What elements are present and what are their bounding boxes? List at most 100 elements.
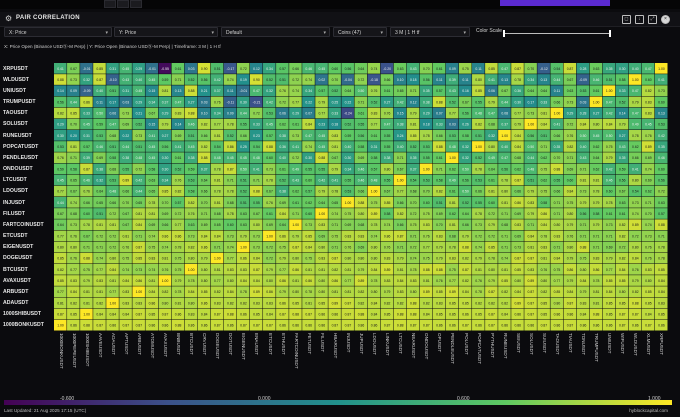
heatmap-cell[interactable] xyxy=(184,241,198,253)
heatmap-cell[interactable] xyxy=(550,74,563,85)
heatmap-cell[interactable] xyxy=(67,174,80,186)
heatmap-cell[interactable] xyxy=(458,230,472,242)
heatmap-cell[interactable] xyxy=(171,152,185,163)
heatmap-cell[interactable] xyxy=(537,96,550,108)
heatmap-cell[interactable] xyxy=(367,74,381,85)
heatmap-cell[interactable] xyxy=(380,96,394,108)
heatmap-cell[interactable] xyxy=(302,297,315,309)
heatmap-cell[interactable] xyxy=(171,297,185,309)
heatmap-cell[interactable] xyxy=(550,286,563,297)
heatmap-cell[interactable] xyxy=(158,252,172,264)
heatmap-cell[interactable] xyxy=(537,197,550,208)
heatmap-cell[interactable] xyxy=(93,275,106,286)
heatmap-cell[interactable] xyxy=(354,85,368,96)
heatmap-cell[interactable] xyxy=(537,208,550,219)
screenshot-icon[interactable]: ◻ xyxy=(622,15,631,24)
heatmap-cell[interactable] xyxy=(511,241,524,253)
heatmap-cell[interactable] xyxy=(93,319,106,331)
heatmap-cell[interactable] xyxy=(406,264,420,275)
heatmap-cell[interactable] xyxy=(145,85,159,96)
heatmap-cell[interactable] xyxy=(289,107,302,119)
slider-handle-min[interactable] xyxy=(503,30,505,37)
heatmap-cell[interactable] xyxy=(524,74,537,85)
heatmap-cell[interactable] xyxy=(132,152,145,163)
heatmap-cell[interactable] xyxy=(302,219,315,230)
heatmap-cell[interactable] xyxy=(315,63,328,74)
heatmap-cell[interactable] xyxy=(197,197,211,208)
heatmap-cell[interactable] xyxy=(93,219,106,230)
heatmap-cell[interactable] xyxy=(537,286,550,297)
heatmap-cell[interactable] xyxy=(354,297,368,309)
heatmap-cell[interactable] xyxy=(80,264,93,275)
heatmap-cell[interactable] xyxy=(602,152,616,163)
heatmap-cell[interactable] xyxy=(132,96,145,108)
heatmap-cell[interactable] xyxy=(67,118,80,130)
heatmap-cell[interactable] xyxy=(406,74,420,85)
heatmap-cell[interactable] xyxy=(119,74,132,85)
heatmap-cell[interactable] xyxy=(380,297,394,309)
heatmap-cell[interactable] xyxy=(406,319,420,331)
heatmap-cell[interactable] xyxy=(341,185,354,197)
heatmap-cell[interactable] xyxy=(106,185,119,197)
heatmap-cell[interactable] xyxy=(589,152,603,163)
heatmap-cell[interactable] xyxy=(485,308,498,320)
heatmap-cell[interactable] xyxy=(641,118,655,130)
heatmap-cell[interactable] xyxy=(236,219,250,230)
heatmap-cell[interactable] xyxy=(563,286,577,297)
heatmap-cell[interactable] xyxy=(158,286,172,297)
heatmap-cell[interactable] xyxy=(171,85,185,96)
heatmap-cell[interactable] xyxy=(315,264,328,275)
heatmap-cell[interactable] xyxy=(537,264,550,275)
heatmap-cell[interactable] xyxy=(576,185,590,197)
heatmap-cell[interactable] xyxy=(550,230,563,242)
heatmap-cell[interactable] xyxy=(445,152,459,163)
heatmap-cell[interactable] xyxy=(511,63,524,74)
heatmap-cell[interactable] xyxy=(550,141,563,152)
heatmap-cell[interactable] xyxy=(197,141,211,152)
heatmap-cell[interactable] xyxy=(419,241,433,253)
heatmap-cell[interactable] xyxy=(354,252,368,264)
heatmap-cell[interactable] xyxy=(223,286,237,297)
heatmap-cell[interactable] xyxy=(628,308,642,320)
heatmap-cell[interactable] xyxy=(354,319,368,331)
heatmap-cell[interactable] xyxy=(432,219,446,230)
heatmap-cell[interactable] xyxy=(132,107,145,119)
heatmap-cell[interactable] xyxy=(602,174,616,186)
heatmap-cell[interactable] xyxy=(328,152,341,163)
heatmap-cell[interactable] xyxy=(236,107,250,119)
heatmap-cell[interactable] xyxy=(393,174,407,186)
toolbar-button[interactable] xyxy=(104,0,116,8)
heatmap-cell[interactable] xyxy=(563,96,577,108)
heatmap-cell[interactable] xyxy=(354,141,368,152)
heatmap-cell[interactable] xyxy=(393,252,407,264)
heatmap-cell[interactable] xyxy=(341,264,354,275)
heatmap-cell[interactable] xyxy=(354,174,368,186)
heatmap-cell[interactable] xyxy=(354,118,368,130)
heatmap-cell[interactable] xyxy=(302,96,315,108)
heatmap-cell[interactable] xyxy=(576,208,590,219)
heatmap-cell[interactable] xyxy=(393,241,407,253)
heatmap-cell[interactable] xyxy=(602,286,616,297)
heatmap-cell[interactable] xyxy=(419,130,433,141)
heatmap-cell[interactable] xyxy=(236,319,250,331)
heatmap-cell[interactable] xyxy=(432,297,446,309)
heatmap-cell[interactable] xyxy=(184,275,198,286)
heatmap-cell[interactable] xyxy=(380,74,394,85)
heatmap-cell[interactable] xyxy=(249,107,263,119)
heatmap-cell[interactable] xyxy=(184,185,198,197)
heatmap-cell[interactable] xyxy=(54,275,67,286)
heatmap-cell[interactable] xyxy=(367,163,381,175)
heatmap-cell[interactable] xyxy=(145,197,159,208)
heatmap-cell[interactable] xyxy=(263,107,276,119)
heatmap-cell[interactable] xyxy=(67,63,80,74)
heatmap-cell[interactable] xyxy=(563,185,577,197)
heatmap-cell[interactable] xyxy=(236,130,250,141)
heatmap-cell[interactable] xyxy=(354,163,368,175)
heatmap-cell[interactable] xyxy=(354,230,368,242)
heatmap-cell[interactable] xyxy=(80,85,93,96)
heatmap-cell[interactable] xyxy=(54,241,67,253)
heatmap-cell[interactable] xyxy=(132,130,145,141)
heatmap-cell[interactable] xyxy=(302,286,315,297)
heatmap-cell[interactable] xyxy=(119,252,132,264)
heatmap-cell[interactable] xyxy=(276,185,289,197)
